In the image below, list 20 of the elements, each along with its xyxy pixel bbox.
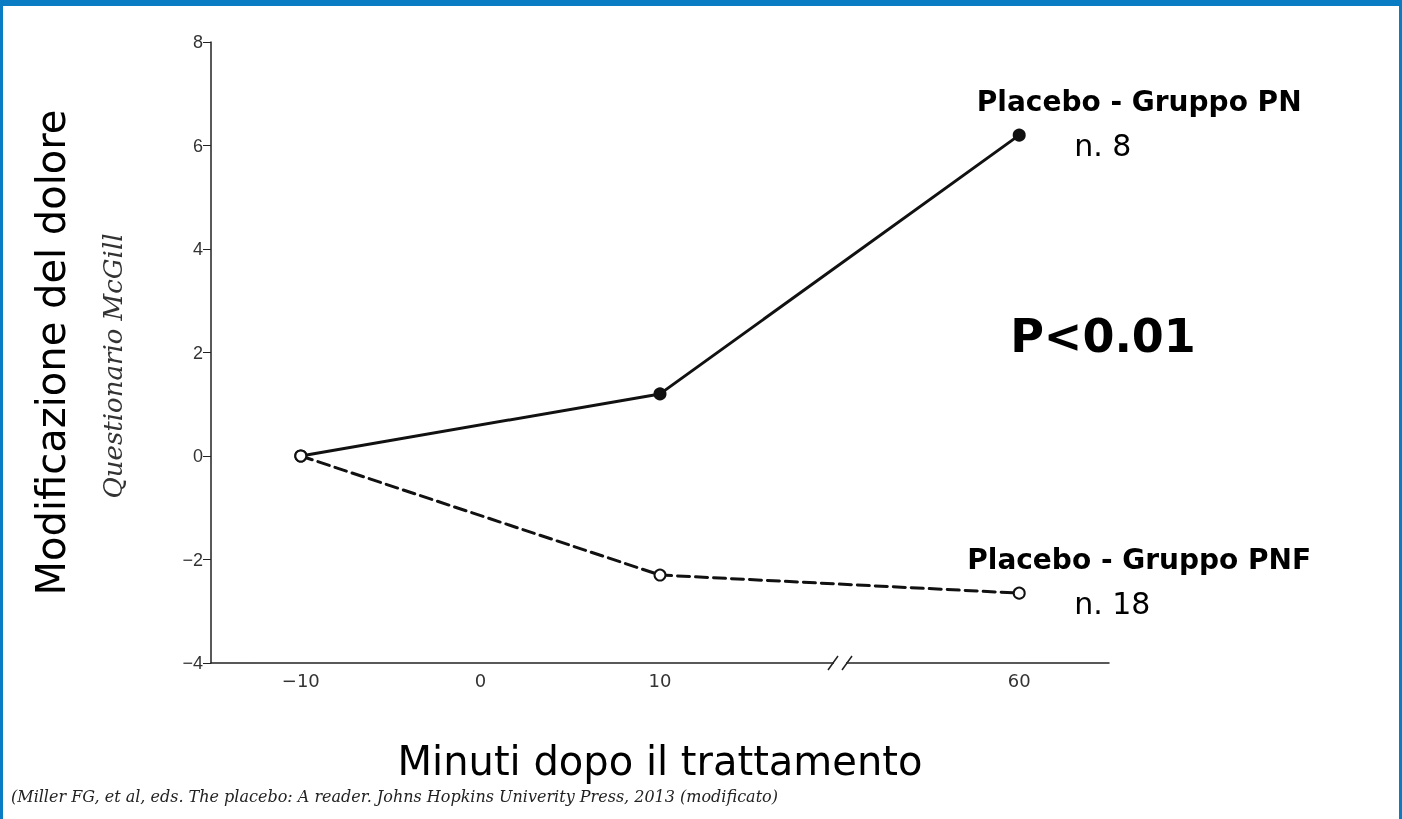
x-axis-title: Minuti dopo il trattamento (397, 738, 923, 784)
y-tick-label: −4 (182, 653, 203, 673)
x-tick-label: −10 (281, 669, 320, 691)
series-label: Placebo - Gruppo PN (976, 85, 1302, 119)
y-tick-label: −2 (182, 549, 203, 570)
x-tick-label: 60 (1007, 669, 1031, 691)
annotation: n. 18 (1074, 585, 1151, 621)
x-tick-label: 0 (474, 669, 487, 691)
y-tick-label: 8 (192, 32, 203, 52)
series-label: Placebo - Gruppo PNF (967, 543, 1312, 577)
text: (Miller FG, et al, eds. The placebo: A reader. Johns Hopkins Univerity Press, 2013 (modificato) (11, 786, 778, 806)
x-tick-label: 10 (648, 669, 672, 691)
annotation: n. 8 (1074, 127, 1132, 163)
y-tick-label: 6 (192, 135, 203, 156)
y-tick-label: 0 (192, 446, 203, 466)
y-tick-label: 2 (192, 342, 203, 363)
y-axis-title: Modificazione del dolore (28, 109, 74, 596)
text: Questionario McGill (98, 233, 128, 499)
annotation: P<0.01 (1010, 309, 1196, 363)
y-tick-label: 4 (192, 239, 203, 259)
